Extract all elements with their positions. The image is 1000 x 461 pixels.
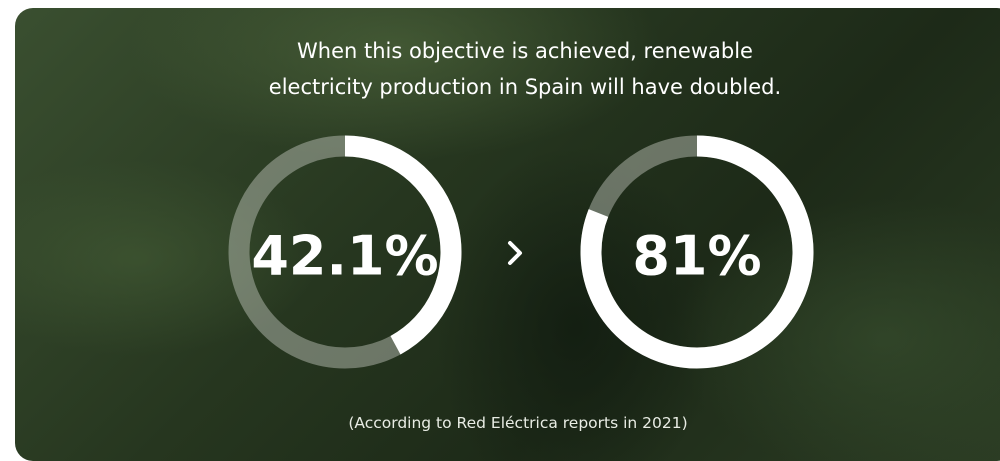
gauge-arc — [580, 135, 814, 369]
arrow-icon — [508, 241, 522, 265]
footnote: (According to Red Eléctrica reports in 2… — [348, 414, 687, 432]
gauge-label: 42.1% — [251, 225, 438, 288]
gauge-arc — [344, 135, 462, 355]
card — [15, 8, 1000, 461]
heading-line: When this objective is achieved, renewab… — [297, 39, 753, 63]
heading-line: electricity production in Spain will hav… — [269, 75, 781, 99]
gauge-label: 81% — [632, 225, 761, 288]
